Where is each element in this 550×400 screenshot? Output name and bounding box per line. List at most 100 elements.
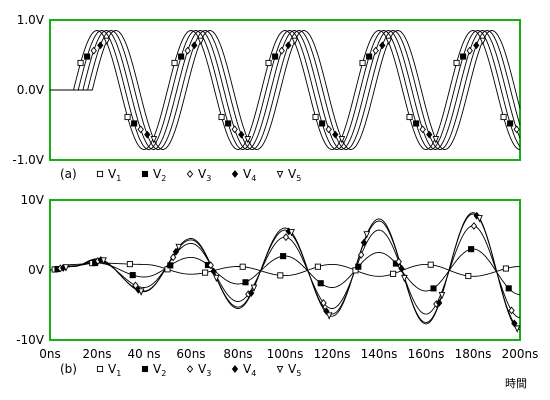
panel-b-series-v5-marker	[401, 274, 408, 283]
panel-b-series-v2-marker	[505, 285, 512, 292]
panel-b-legend-label-v1: V1	[108, 362, 121, 378]
panel-a-series-v2-marker	[413, 120, 420, 127]
panel-b-series-v4-marker	[323, 307, 330, 316]
x-axis-label: 時間	[505, 377, 527, 390]
panel-a-series-v5-marker	[338, 136, 346, 144]
panel-b-series-v3-marker	[357, 250, 365, 259]
panel-b-series-v2-marker	[129, 272, 136, 279]
panel-a-series-v3-marker	[466, 46, 473, 55]
panel-b-xtick-label: 180ns	[455, 347, 492, 361]
panel-a-series-v4-marker	[97, 41, 104, 50]
panel-a-series-v3-marker	[231, 125, 238, 134]
panel-b-legend-label-v4: V4	[243, 362, 256, 378]
panel-b-xtick-label: 120ns	[314, 347, 351, 361]
panel-a-ytick-top: 1.0V	[17, 13, 45, 27]
panel-b-xtick-label: 80ns	[223, 347, 252, 361]
panel-b-series-v3-marker	[282, 233, 290, 242]
panel-a-series-v3-marker	[513, 125, 520, 134]
panel-a-series-v5-marker	[197, 37, 205, 46]
panel-b-xtick-label: 20ns	[82, 347, 111, 361]
panel-b-series-v5-marker	[288, 229, 295, 237]
panel-b-xtick-label: 60ns	[176, 347, 205, 361]
panel-b-series-v2-marker	[317, 280, 324, 287]
panel-b-legend: V1 V2 V3 V4 V5	[96, 362, 301, 378]
panel-b-series-v1-marker	[202, 269, 209, 276]
panel-a-series-v4-marker	[285, 41, 292, 50]
panel-a-series-v5-marker	[244, 136, 252, 144]
panel-b-ytick-top: 10V	[21, 193, 45, 207]
panel-b-series-v1-marker	[390, 270, 397, 277]
panel-b-xticks: 0ns 20ns 40 ns 60ns 80ns 100ns 120ns 140ns 160ns…	[39, 347, 538, 361]
panel-b-legend-marker-v1	[96, 365, 104, 373]
panel-b-series-v1-marker	[239, 263, 246, 270]
panel-b-legend-marker-v3	[186, 365, 194, 373]
panel-a-series-v2-marker	[272, 53, 279, 60]
panel-a-series-v1-marker	[77, 59, 84, 67]
panel-b: 10V 0V -10V 0ns 20ns 40 ns 60ns 80ns 100ns 120…	[16, 193, 538, 390]
panel-b-series-v2-marker	[242, 279, 249, 286]
panel-a: 1.0V 0.0V -1.0V (a) V1 V2 V3 V4 V5	[12, 13, 521, 183]
panel-a-series-v5-marker	[291, 37, 299, 46]
panel-b-series-v4-marker	[247, 289, 255, 298]
panel-b-series-v1-marker	[502, 265, 509, 272]
panel-a-legend-label-v1: V1	[108, 167, 121, 183]
panel-a-legend-marker-v1	[96, 170, 104, 178]
panel-a-series-v1-marker	[406, 113, 413, 121]
panel-a-series-v4-marker	[144, 130, 151, 139]
panel-b-series-v1-marker	[427, 261, 434, 268]
panel-a-markers	[77, 37, 520, 144]
panel-a-ytick-bottom: -1.0V	[12, 153, 44, 167]
panel-b-series-v2-marker	[280, 253, 287, 260]
panel-b-series-v4-marker	[511, 319, 518, 328]
panel-b-xtick-label: 0ns	[39, 347, 61, 361]
panel-b-xtick-label: 160ns	[408, 347, 445, 361]
panel-a-legend-marker-v4	[231, 170, 239, 178]
panel-b-series-v3-marker	[470, 222, 478, 230]
panel-a-series-v1-line	[50, 30, 521, 150]
panel-a-series-v1-marker	[265, 59, 272, 67]
panel-a-series-v5-marker	[103, 37, 111, 46]
panel-a-ytick-mid: 0.0V	[17, 83, 45, 97]
panel-b-series-v5-marker	[250, 284, 258, 292]
panel-b-legend-label-v2: V2	[153, 362, 166, 378]
panel-a-series-v1-marker	[500, 113, 507, 121]
panel-a-series-v1-marker	[218, 113, 225, 121]
panel-a-series-v3-marker	[372, 46, 379, 55]
panel-b-legend-label-v3: V3	[198, 362, 211, 378]
panel-a-legend-marker-v5	[276, 170, 284, 179]
panel-a-curves	[50, 30, 521, 150]
panel-a-series-v3-line	[50, 30, 521, 150]
panel-a-series-v5-marker	[385, 37, 393, 46]
panel-a-series-v1-marker	[312, 113, 319, 121]
panel-a-series-v4-marker	[426, 130, 433, 139]
panel-b-series-v4-marker	[360, 238, 368, 247]
panel-b-series-v1-marker	[277, 272, 284, 279]
panel-b-ytick-bottom: -10V	[16, 333, 45, 347]
panel-b-xtick-label: 200ns	[502, 347, 539, 361]
panel-a-series-v2-marker	[366, 53, 373, 60]
panel-b-series-v5-marker	[363, 231, 371, 239]
panel-a-series-v1-marker	[453, 59, 460, 67]
panel-a-series-v2-marker	[225, 120, 232, 127]
panel-a-series-v3-marker	[90, 46, 97, 55]
panel-a-series-v1-marker	[171, 59, 178, 67]
panel-b-legend-label-v5: V5	[288, 362, 301, 378]
panel-b-label: (b)	[60, 362, 77, 376]
panel-a-legend-marker-v2	[141, 170, 149, 178]
panel-a-series-v2-marker	[84, 53, 91, 60]
panel-b-series-v5-marker	[325, 312, 333, 320]
panel-b-series-v2-marker	[468, 246, 475, 253]
panel-b-series-v4-marker	[435, 298, 443, 307]
panel-b-series-v2-marker	[167, 262, 174, 269]
panel-a-series-v4-marker	[238, 130, 245, 139]
panel-a-series-v3-marker	[419, 125, 426, 134]
panel-a-legend-label-v4: V4	[243, 167, 256, 183]
panel-b-xtick-label: 140ns	[361, 347, 398, 361]
panel-b-series-v5-marker	[476, 215, 483, 223]
panel-a-series-v4-marker	[379, 41, 386, 50]
panel-a-series-v3-marker	[137, 125, 144, 134]
panel-b-legend-marker-v2	[141, 365, 149, 373]
panel-b-xtick-label: 40 ns	[128, 347, 161, 361]
panel-b-series-v5-marker	[100, 257, 107, 265]
panel-b-series-v5-marker	[513, 325, 521, 333]
